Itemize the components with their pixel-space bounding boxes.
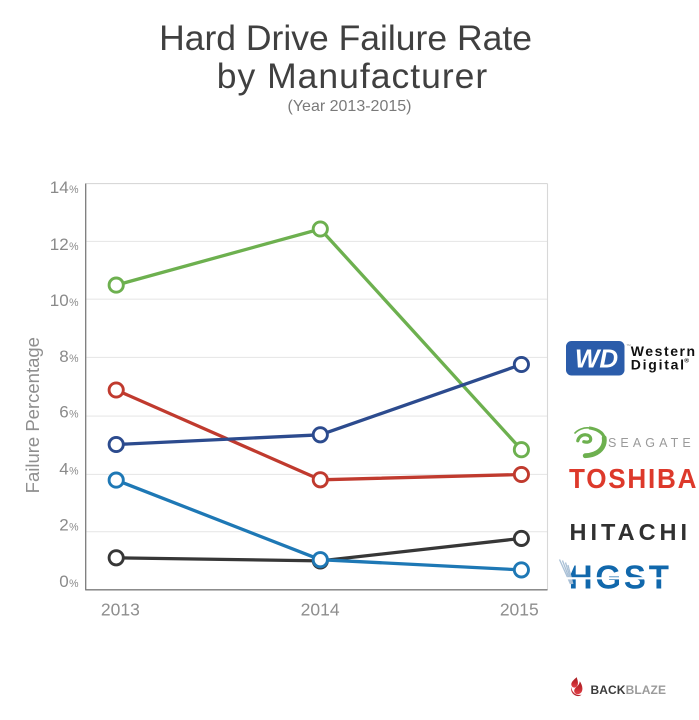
- svg-text:14: 14: [50, 178, 69, 197]
- svg-text:10: 10: [50, 291, 69, 310]
- svg-text:%: %: [69, 184, 79, 196]
- svg-text:2013: 2013: [101, 599, 140, 619]
- svg-text:12: 12: [50, 235, 69, 254]
- svg-text:%: %: [69, 241, 79, 253]
- svg-text:Digital: Digital: [631, 357, 686, 373]
- svg-text:Failure Percentage: Failure Percentage: [22, 337, 43, 493]
- svg-text:%: %: [69, 465, 79, 477]
- svg-text:WD: WD: [575, 344, 619, 374]
- svg-text:Western: Western: [631, 343, 697, 359]
- svg-text:%: %: [69, 409, 79, 421]
- svg-text:2014: 2014: [301, 599, 340, 619]
- svg-text:0: 0: [59, 572, 68, 591]
- svg-text:2015: 2015: [500, 600, 539, 620]
- svg-text:BACKBLAZE: BACKBLAZE: [591, 683, 667, 697]
- svg-text:%: %: [69, 353, 79, 365]
- svg-text:%: %: [69, 578, 79, 590]
- svg-text:8: 8: [59, 347, 68, 366]
- svg-text:HGST: HGST: [569, 558, 672, 595]
- svg-text:4: 4: [59, 459, 68, 478]
- svg-text:™: ™: [626, 344, 631, 350]
- svg-text:6: 6: [59, 403, 68, 422]
- svg-text:2: 2: [59, 515, 68, 534]
- svg-text:SEAGATE: SEAGATE: [608, 436, 695, 450]
- svg-text:®: ®: [684, 357, 689, 365]
- svg-text:%: %: [69, 297, 79, 309]
- svg-text:%: %: [69, 521, 79, 533]
